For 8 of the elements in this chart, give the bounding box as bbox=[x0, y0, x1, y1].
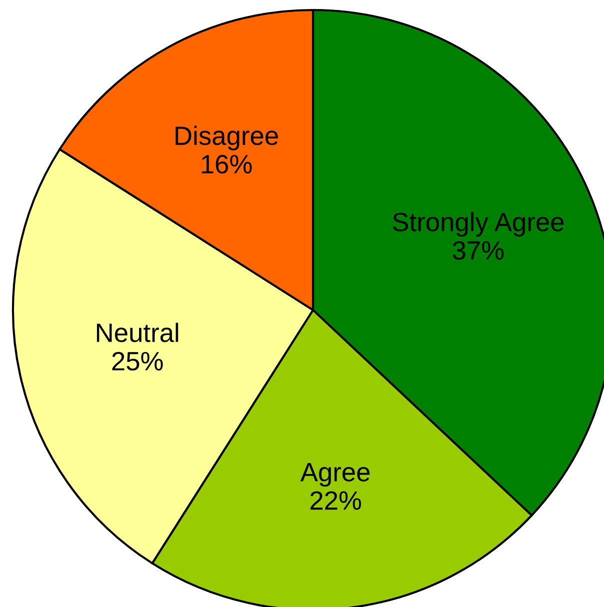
slice-label: Agree bbox=[300, 463, 370, 487]
data-label: 37% bbox=[452, 241, 504, 260]
data-label: 16% bbox=[202, 154, 252, 174]
slice-label: Neutral bbox=[96, 322, 178, 342]
slice-label: Strongly Agree bbox=[392, 212, 564, 237]
data-label: 25% bbox=[112, 352, 163, 371]
slice-label: Disagree bbox=[176, 126, 278, 150]
data-label: 22% bbox=[310, 491, 362, 510]
